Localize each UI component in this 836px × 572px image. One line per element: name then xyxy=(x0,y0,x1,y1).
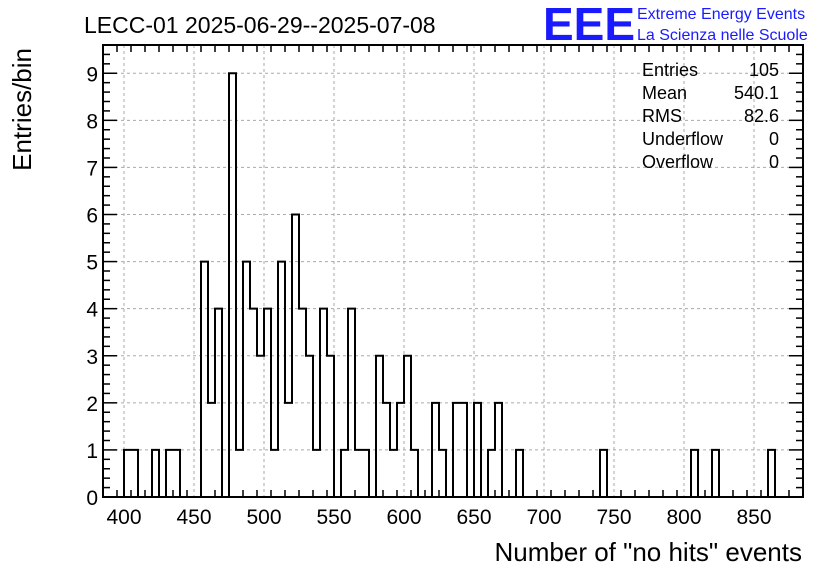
stats-label: Underflow xyxy=(642,129,724,149)
x-tick-label: 650 xyxy=(456,506,491,529)
stats-label: Mean xyxy=(642,83,687,103)
stats-value: 82.6 xyxy=(744,106,779,126)
y-tick-labels: 0 1 2 3 4 5 6 7 8 9 xyxy=(86,63,98,510)
y-tick-label: 5 xyxy=(86,252,98,275)
x-tick-label: 500 xyxy=(246,506,281,529)
x-tick-label: 850 xyxy=(736,506,771,529)
logo-line-1: Extreme Energy Events xyxy=(637,6,805,23)
y-tick-label: 9 xyxy=(86,63,98,86)
x-tick-label: 450 xyxy=(176,506,211,529)
y-tick-label: 4 xyxy=(86,299,98,322)
stats-value: 0 xyxy=(769,129,779,149)
stats-box: Entries 105 Mean 540.1 RMS 82.6 Underflow 0 Over… xyxy=(642,60,779,172)
x-tick-label: 800 xyxy=(666,506,701,529)
stats-label: Entries xyxy=(642,60,698,80)
y-tick-label: 1 xyxy=(86,440,98,463)
y-axis-title: Entries/bin xyxy=(7,48,37,171)
stats-value: 540.1 xyxy=(734,83,779,103)
y-tick-label: 8 xyxy=(86,110,98,133)
logo-mark: EEE xyxy=(543,0,635,50)
axis-ticks xyxy=(102,44,804,498)
x-tick-labels: 400 450 500 550 600 650 700 750 800 850 xyxy=(106,506,771,529)
x-axis-title: Number of "no hits" events xyxy=(495,537,803,567)
chart-title: LECC-01 2025-06-29--2025-07-08 xyxy=(84,12,436,38)
y-tick-label: 7 xyxy=(86,157,98,180)
x-tick-label: 750 xyxy=(596,506,631,529)
y-tick-label: 2 xyxy=(86,393,98,416)
x-tick-label: 600 xyxy=(386,506,421,529)
y-tick-label: 0 xyxy=(86,487,98,510)
x-tick-label: 550 xyxy=(316,506,351,529)
y-tick-label: 6 xyxy=(86,205,98,228)
logo-line-2: La Scienza nelle Scuole xyxy=(637,27,808,44)
x-tick-label: 700 xyxy=(526,506,561,529)
stats-value: 105 xyxy=(749,60,779,80)
stats-value: 0 xyxy=(769,152,779,172)
eee-logo: EEE Extreme Energy Events La Scienza nel… xyxy=(543,0,808,50)
stats-label: RMS xyxy=(642,106,682,126)
stats-label: Overflow xyxy=(642,152,714,172)
x-tick-label: 400 xyxy=(106,506,141,529)
y-tick-label: 3 xyxy=(86,346,98,369)
